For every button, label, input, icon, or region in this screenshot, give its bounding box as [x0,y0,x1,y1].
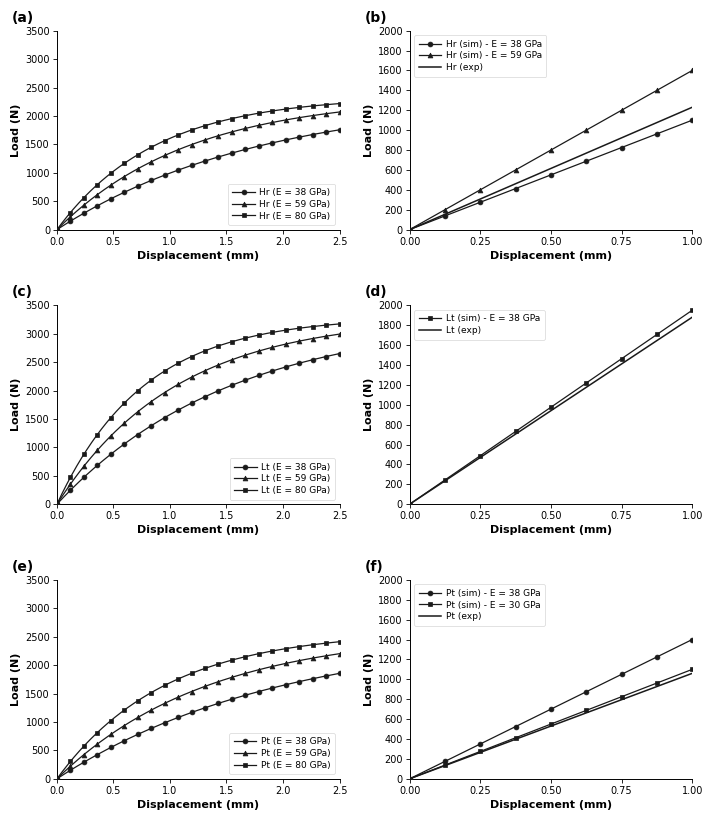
Y-axis label: Load (N): Load (N) [11,103,21,157]
X-axis label: Displacement (mm): Displacement (mm) [490,250,612,261]
Legend: Hr (sim) - E = 38 GPa, Hr (sim) - E = 59 GPa, Hr (exp): Hr (sim) - E = 38 GPa, Hr (sim) - E = 59… [414,35,546,76]
X-axis label: Displacement (mm): Displacement (mm) [490,525,612,535]
Text: (f): (f) [364,560,383,574]
Y-axis label: Load (N): Load (N) [364,653,374,706]
Text: (a): (a) [11,11,34,25]
Legend: Hr (E = 38 GPa), Hr (E = 59 GPa), Hr (E = 80 GPa): Hr (E = 38 GPa), Hr (E = 59 GPa), Hr (E … [228,184,335,225]
Y-axis label: Load (N): Load (N) [364,103,374,157]
Text: (b): (b) [364,11,387,25]
Legend: Pt (sim) - E = 38 GPa, Pt (sim) - E = 30 GPa, Pt (exp): Pt (sim) - E = 38 GPa, Pt (sim) - E = 30… [414,585,545,626]
Text: (d): (d) [364,286,387,300]
X-axis label: Displacement (mm): Displacement (mm) [137,525,259,535]
X-axis label: Displacement (mm): Displacement (mm) [137,800,259,810]
Legend: Lt (sim) - E = 38 GPa, Lt (exp): Lt (sim) - E = 38 GPa, Lt (exp) [414,310,545,340]
Legend: Lt (E = 38 GPa), Lt (E = 59 GPa), Lt (E = 80 GPa): Lt (E = 38 GPa), Lt (E = 59 GPa), Lt (E … [230,458,335,500]
Text: (e): (e) [11,560,34,574]
Text: (c): (c) [11,286,33,300]
X-axis label: Displacement (mm): Displacement (mm) [490,800,612,810]
Legend: Pt (E = 38 GPa), Pt (E = 59 GPa), Pt (E = 80 GPa): Pt (E = 38 GPa), Pt (E = 59 GPa), Pt (E … [229,733,335,774]
X-axis label: Displacement (mm): Displacement (mm) [137,250,259,261]
Y-axis label: Load (N): Load (N) [364,378,374,431]
Y-axis label: Load (N): Load (N) [11,653,21,706]
Y-axis label: Load (N): Load (N) [11,378,21,431]
